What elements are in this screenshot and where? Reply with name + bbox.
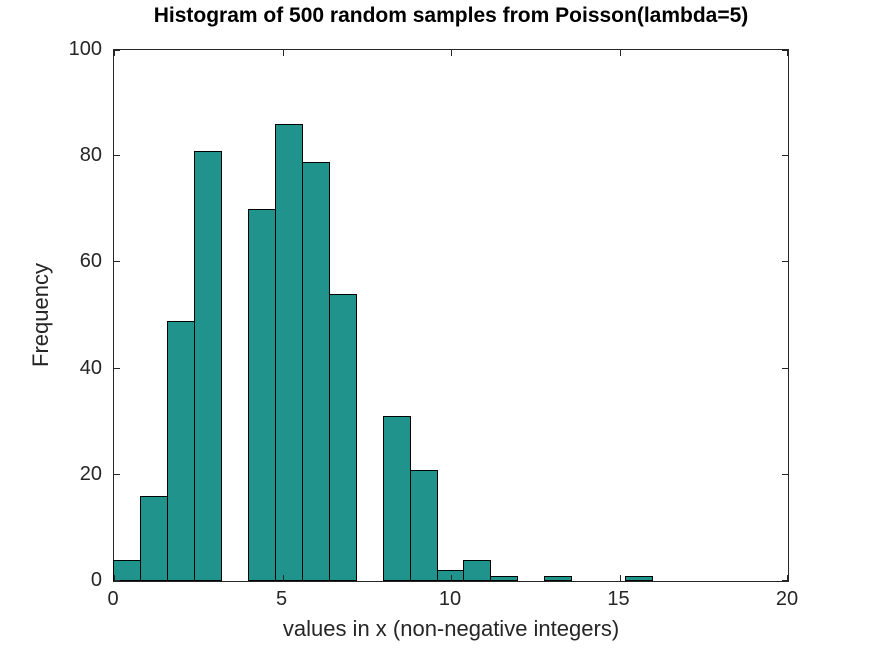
x-tick [619, 575, 621, 581]
y-tick-label: 0 [90, 569, 102, 591]
histogram-bar [463, 559, 492, 581]
y-tick-label: 100 [68, 38, 102, 60]
histogram-bar [409, 469, 438, 581]
y-tick-label: 20 [79, 462, 102, 485]
x-tick-top [787, 50, 788, 56]
y-tick-right [782, 155, 788, 157]
y-tick-right [782, 580, 788, 581]
x-tick-top [114, 50, 115, 56]
x-tick [114, 575, 115, 581]
x-tick [282, 575, 284, 581]
x-tick-top [282, 50, 284, 56]
x-tick [451, 575, 452, 581]
y-tick-label: 40 [79, 356, 102, 379]
y-tick-label: 60 [79, 250, 102, 273]
y-tick-right [782, 367, 788, 369]
histogram-bar [274, 124, 303, 581]
x-axis-label: values in x (non-negative integers) [282, 616, 620, 641]
histogram-bar [139, 496, 168, 581]
chart-title: Histogram of 500 random samples from Poi… [153, 4, 749, 27]
y-tick [114, 50, 120, 51]
x-tick-label: 5 [275, 588, 288, 610]
y-tick [114, 367, 120, 369]
plot-area [113, 49, 789, 582]
histogram-bar [490, 575, 519, 581]
histogram-bar [193, 150, 222, 581]
histogram-bar [113, 559, 141, 581]
y-axis-label: Frequency [28, 263, 53, 367]
x-tick-label: 10 [438, 588, 462, 610]
histogram-bar [247, 209, 276, 581]
y-tick-right [782, 261, 788, 263]
histogram-bar [625, 575, 654, 581]
y-tick [114, 261, 120, 263]
histogram-bar [301, 161, 330, 581]
histogram-bar [382, 416, 411, 581]
y-tick-right [782, 473, 788, 475]
x-tick-top [451, 50, 452, 56]
y-tick [114, 580, 120, 581]
x-tick-label: 15 [607, 588, 630, 610]
x-tick-label: 20 [775, 588, 799, 610]
histogram-bar [166, 320, 195, 581]
y-tick-right [782, 50, 788, 51]
histogram-bar [544, 575, 573, 581]
y-tick [114, 155, 120, 157]
x-tick [787, 575, 788, 581]
x-tick-top [619, 50, 621, 56]
x-tick-label: 0 [107, 588, 119, 610]
histogram-bar [328, 294, 357, 581]
y-tick [114, 473, 120, 475]
y-tick-label: 80 [79, 144, 102, 167]
